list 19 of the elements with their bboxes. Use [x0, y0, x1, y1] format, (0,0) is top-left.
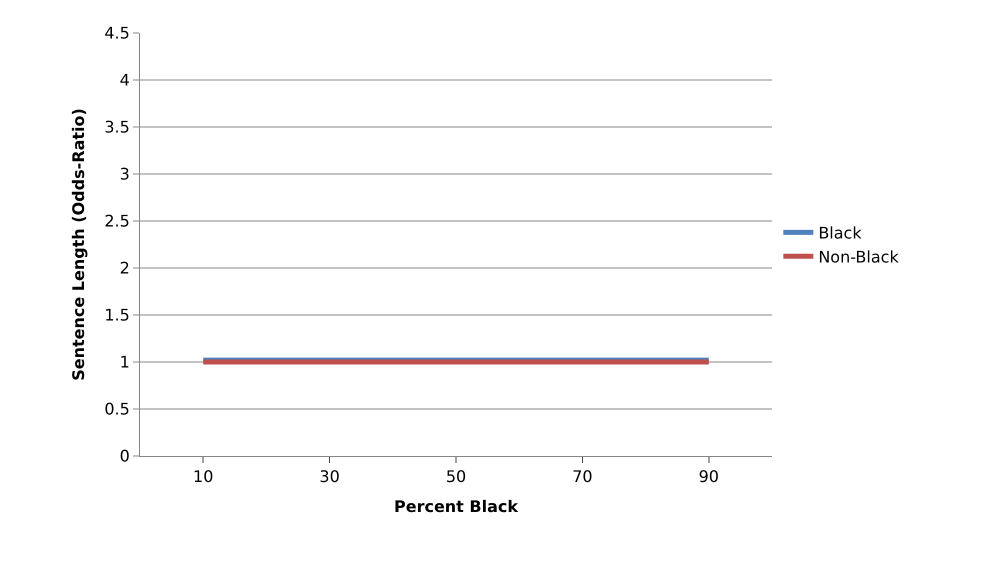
y-tick-label: 0 — [120, 446, 130, 466]
y-tick-label: 4.5 — [104, 24, 130, 43]
y-tick-label: 0.5 — [104, 400, 130, 419]
y-tick-label: 1.5 — [104, 306, 130, 325]
y-tick-label: 2 — [120, 258, 130, 278]
y-axis-title: Sentence Length (Odds-Ratio) — [69, 108, 88, 381]
x-tick-label: 50 — [446, 467, 466, 486]
x-tick-label: 70 — [572, 467, 593, 486]
x-tick-label: 10 — [193, 467, 214, 486]
x-axis-title: Percent Black — [394, 496, 518, 516]
x-tick-label: 90 — [698, 467, 719, 486]
y-tick-label: 2.5 — [104, 212, 130, 231]
legend-label: Non-Black — [818, 247, 900, 266]
x-tick-label: 30 — [319, 467, 340, 486]
y-tick-label: 3 — [120, 164, 130, 184]
y-tick-label: 4 — [120, 70, 130, 90]
y-tick-label: 3.5 — [104, 118, 130, 137]
y-tick-label: 1 — [120, 352, 130, 372]
legend-label: Black — [818, 224, 862, 243]
